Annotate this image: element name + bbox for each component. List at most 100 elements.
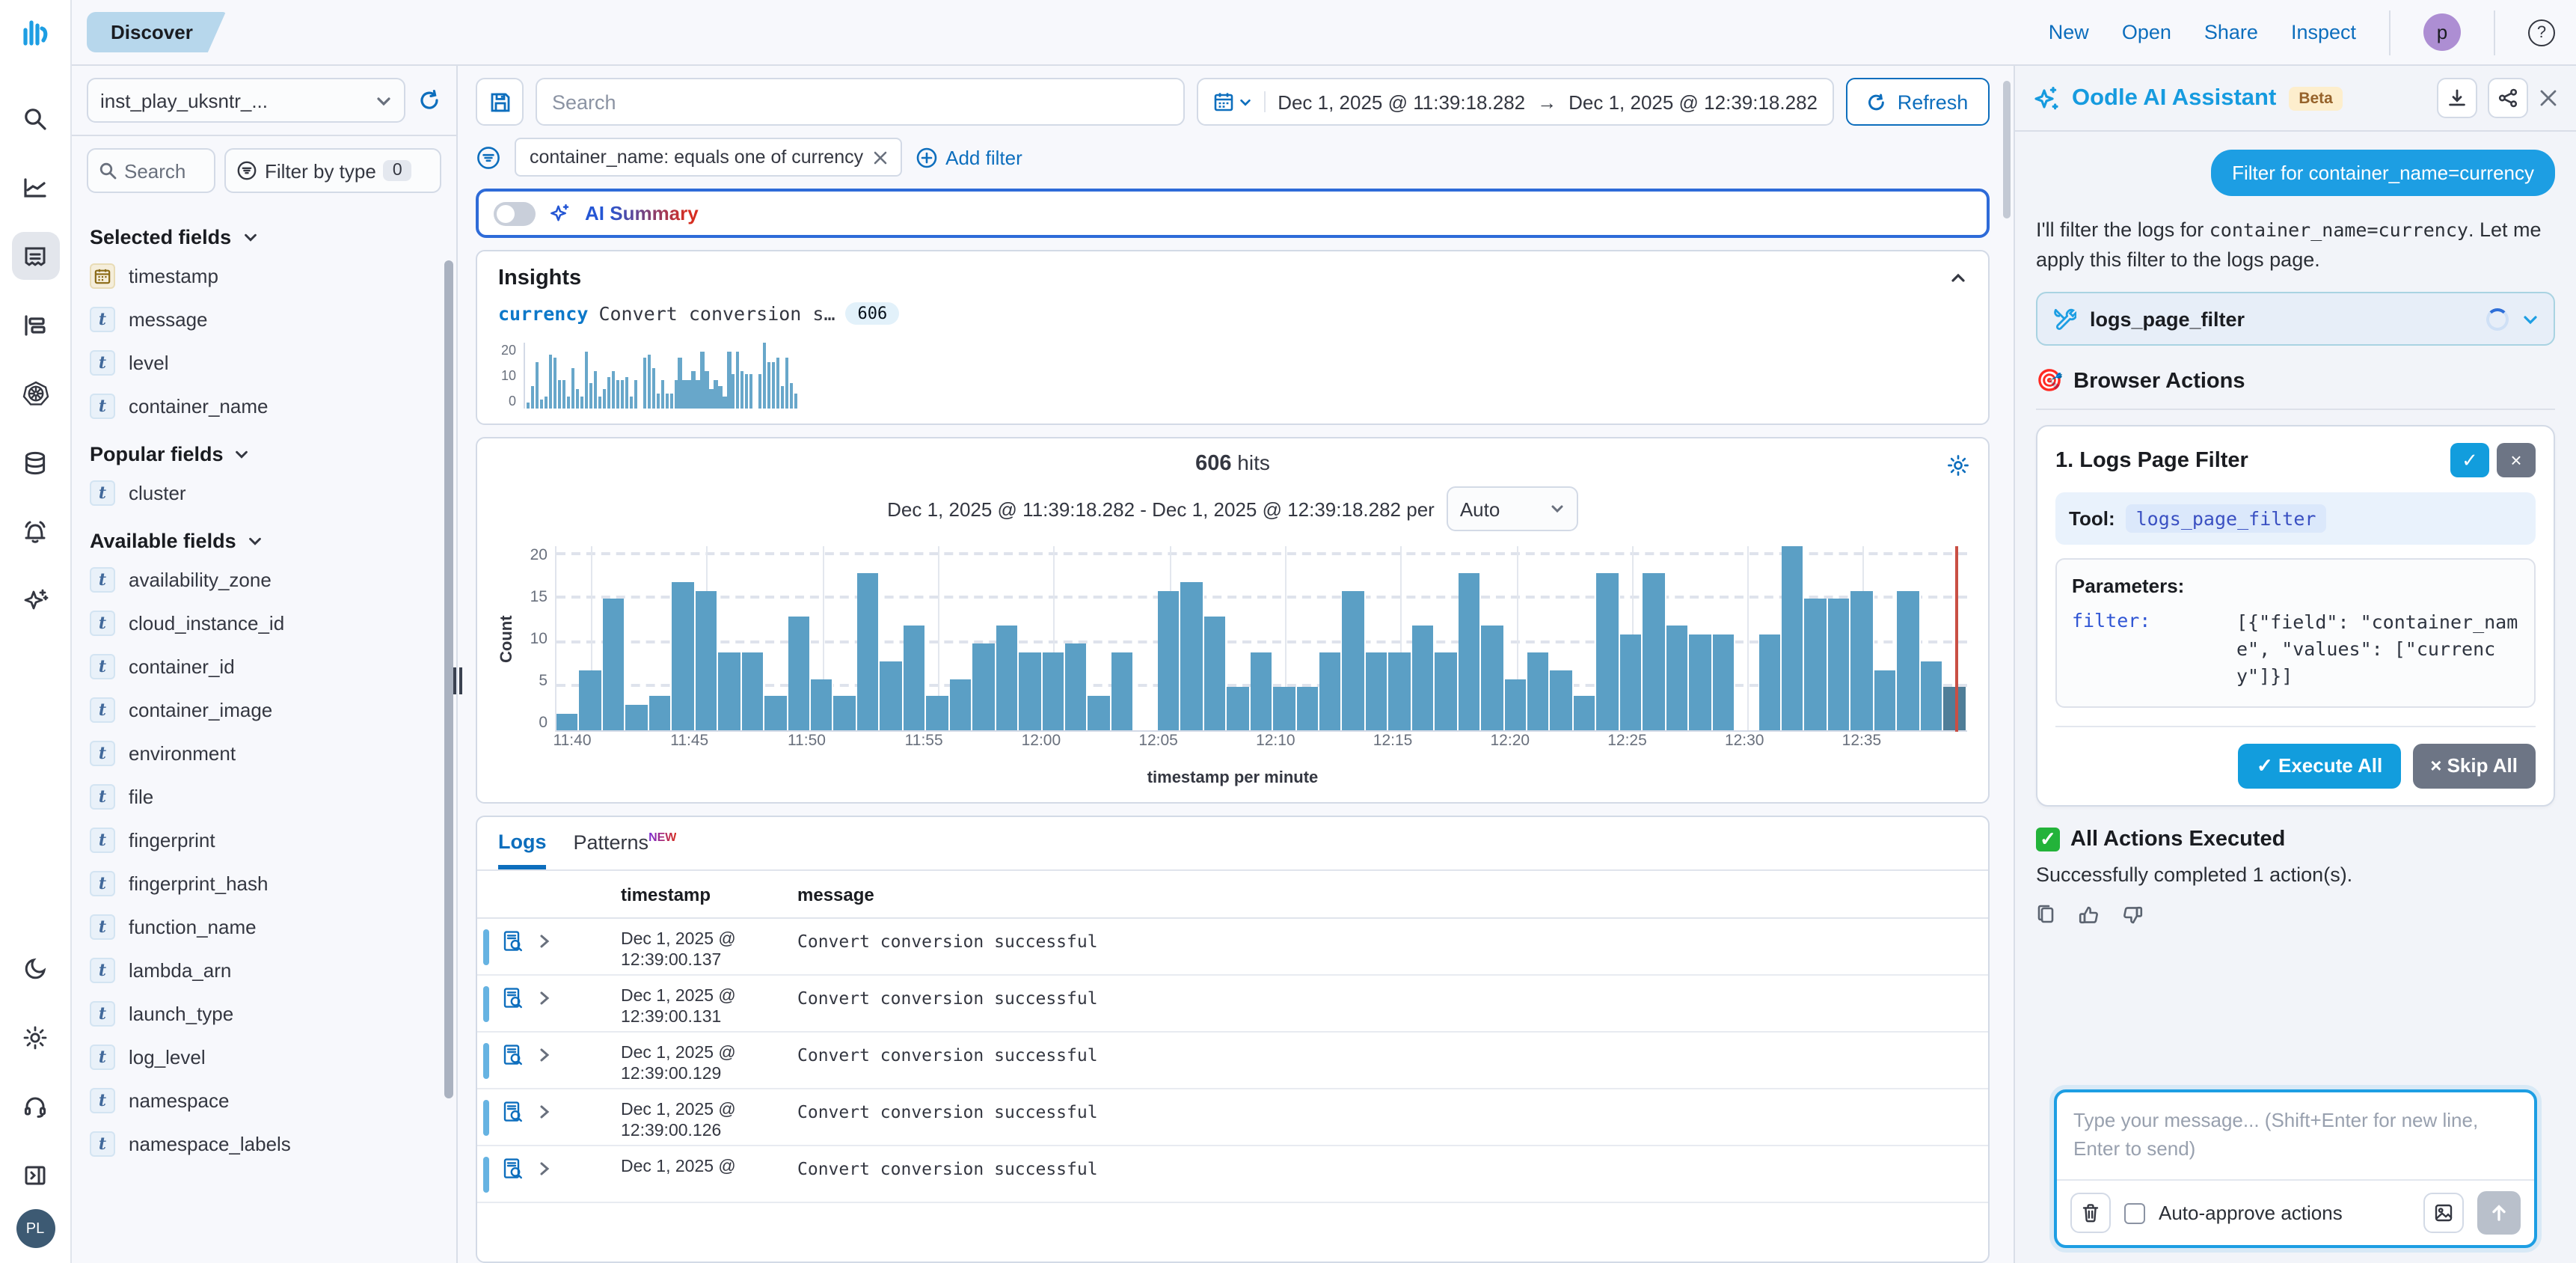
close-icon[interactable]: [2539, 88, 2558, 108]
view-document-icon[interactable]: [501, 1157, 525, 1181]
tool-call-chip[interactable]: logs_page_filter: [2036, 292, 2555, 346]
nav-search-icon[interactable]: [11, 94, 59, 142]
add-filter-button[interactable]: Add filter: [916, 146, 1022, 168]
reject-action-button[interactable]: ×: [2497, 443, 2536, 477]
field-section-header[interactable]: Available fields: [90, 530, 435, 552]
col-message[interactable]: message: [797, 884, 874, 905]
date-to[interactable]: Dec 1, 2025 @ 12:39:18.282: [1568, 91, 1818, 113]
field-item-launch_type[interactable]: tlaunch_type: [90, 992, 435, 1036]
tab-logs[interactable]: Logs: [498, 831, 547, 869]
table-row[interactable]: Dec 1, 2025 @Convert conversion successf…: [477, 1146, 1988, 1203]
expand-row-icon[interactable]: [537, 934, 552, 949]
menu-inspect[interactable]: Inspect: [2291, 21, 2356, 43]
refresh-button[interactable]: Refresh: [1846, 78, 1990, 126]
discover-tab[interactable]: Discover: [87, 12, 226, 52]
menu-share[interactable]: Share: [2204, 21, 2258, 43]
share-chat-button[interactable]: [2488, 78, 2528, 118]
field-item-fingerprint[interactable]: tfingerprint: [90, 819, 435, 862]
copy-icon[interactable]: [2036, 904, 2057, 925]
col-timestamp[interactable]: timestamp: [621, 884, 797, 905]
ai-summary-toggle[interactable]: [494, 201, 536, 225]
interval-select[interactable]: Auto: [1447, 486, 1578, 531]
account-avatar[interactable]: p: [2423, 13, 2461, 51]
save-query-button[interactable]: [476, 78, 524, 126]
insight-row[interactable]: currency Convert conversion s… 606: [498, 302, 1967, 325]
filter-pill-container-name[interactable]: container_name: equals one of currency: [515, 138, 902, 177]
message-textarea[interactable]: Type your message... (Shift+Enter for ne…: [2057, 1093, 2534, 1181]
reload-index-icon[interactable]: [417, 88, 441, 112]
main-scrollbar[interactable]: [2003, 81, 2011, 218]
table-row[interactable]: Dec 1, 2025 @12:39:00.126Convert convers…: [477, 1089, 1988, 1146]
view-document-icon[interactable]: [501, 1043, 525, 1067]
field-item-cloud_instance_id[interactable]: tcloud_instance_id: [90, 602, 435, 645]
thumbs-up-icon[interactable]: [2078, 903, 2100, 926]
expand-row-icon[interactable]: [537, 1048, 552, 1062]
nav-logs-icon[interactable]: [11, 232, 59, 280]
remove-filter-icon[interactable]: [874, 150, 887, 164]
table-row[interactable]: Dec 1, 2025 @12:39:00.129Convert convers…: [477, 1033, 1988, 1089]
field-item-timestamp[interactable]: timestamp: [90, 254, 435, 298]
menu-open[interactable]: Open: [2122, 21, 2171, 43]
field-section-header[interactable]: Selected fields: [90, 226, 435, 248]
view-document-icon[interactable]: [501, 986, 525, 1010]
auto-approve-checkbox[interactable]: [2124, 1202, 2145, 1223]
field-item-namespace_labels[interactable]: tnamespace_labels: [90, 1122, 435, 1166]
index-pattern-select[interactable]: inst_play_uksntr_...: [87, 78, 405, 123]
help-icon[interactable]: ?: [2528, 19, 2555, 46]
nav-database-icon[interactable]: [11, 438, 59, 486]
field-item-container_id[interactable]: tcontainer_id: [90, 645, 435, 688]
field-item-fingerprint_hash[interactable]: tfingerprint_hash: [90, 862, 435, 905]
send-message-button[interactable]: [2477, 1191, 2521, 1235]
chart-options-gear-icon[interactable]: [1946, 453, 1970, 477]
field-item-function_name[interactable]: tfunction_name: [90, 905, 435, 949]
field-item-cluster[interactable]: tcluster: [90, 471, 435, 515]
attach-image-button[interactable]: [2423, 1193, 2464, 1233]
date-from[interactable]: Dec 1, 2025 @ 11:39:18.282: [1278, 91, 1525, 113]
expand-row-icon[interactable]: [537, 991, 552, 1006]
field-item-availability_zone[interactable]: tavailability_zone: [90, 558, 435, 602]
panel-resize-handle[interactable]: [450, 664, 464, 697]
nav-traces-icon[interactable]: [11, 301, 59, 349]
thumbs-down-icon[interactable]: [2121, 903, 2144, 926]
field-item-namespace[interactable]: tnamespace: [90, 1079, 435, 1122]
execute-all-button[interactable]: ✓ Execute All: [2239, 743, 2400, 788]
field-item-container_image[interactable]: tcontainer_image: [90, 688, 435, 732]
view-document-icon[interactable]: [501, 1100, 525, 1124]
view-document-icon[interactable]: [501, 929, 525, 953]
user-avatar-pl[interactable]: PL: [16, 1209, 55, 1248]
field-item-file[interactable]: tfile: [90, 775, 435, 819]
expand-panel-icon[interactable]: [11, 1151, 59, 1199]
collapse-chevron-icon[interactable]: [1949, 269, 1967, 287]
field-section-header[interactable]: Popular fields: [90, 443, 435, 465]
settings-gear-icon[interactable]: [11, 1013, 59, 1061]
table-row[interactable]: Dec 1, 2025 @12:39:00.137Convert convers…: [477, 919, 1988, 976]
expand-row-icon[interactable]: [537, 1161, 552, 1176]
dark-mode-icon[interactable]: [11, 944, 59, 992]
field-search-input[interactable]: Search: [87, 148, 215, 193]
support-headset-icon[interactable]: [11, 1082, 59, 1130]
nav-metrics-icon[interactable]: [11, 163, 59, 211]
menu-new[interactable]: New: [2049, 21, 2089, 43]
approve-action-button[interactable]: ✓: [2450, 443, 2489, 477]
oodle-logo-icon[interactable]: [16, 12, 55, 51]
calendar-dropdown-button[interactable]: [1213, 91, 1266, 112]
tab-patterns[interactable]: PatternsNEW: [574, 831, 677, 869]
download-chat-button[interactable]: [2437, 78, 2477, 118]
field-item-lambda_arn[interactable]: tlambda_arn: [90, 949, 435, 992]
skip-all-button[interactable]: × Skip All: [2412, 743, 2536, 788]
nav-ai-sparkle-icon[interactable]: [11, 576, 59, 624]
table-row[interactable]: Dec 1, 2025 @12:39:00.131Convert convers…: [477, 976, 1988, 1033]
field-item-log_level[interactable]: tlog_level: [90, 1036, 435, 1079]
nav-alerts-icon[interactable]: [11, 507, 59, 555]
nav-kubernetes-icon[interactable]: [11, 370, 59, 418]
field-item-container_name[interactable]: tcontainer_name: [90, 385, 435, 428]
search-input[interactable]: Search: [536, 78, 1185, 126]
field-item-message[interactable]: tmessage: [90, 298, 435, 341]
filter-menu-icon[interactable]: [476, 144, 501, 170]
expand-row-icon[interactable]: [537, 1104, 552, 1119]
clear-chat-button[interactable]: [2070, 1193, 2111, 1233]
histogram-plot[interactable]: [555, 546, 1967, 732]
field-item-level[interactable]: tlevel: [90, 341, 435, 385]
field-item-environment[interactable]: tenvironment: [90, 732, 435, 775]
filter-by-type-button[interactable]: Filter by type 0: [224, 148, 441, 193]
